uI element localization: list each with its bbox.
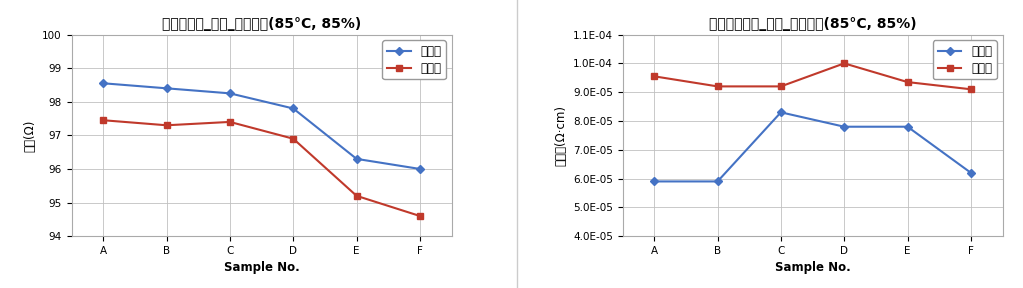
시험전 bbox=[224, 92, 236, 95]
시험후 bbox=[711, 85, 723, 88]
시험후 bbox=[838, 62, 850, 65]
시험후 bbox=[351, 194, 363, 198]
시험전 bbox=[97, 82, 109, 85]
시험전 bbox=[838, 125, 850, 128]
시험후 bbox=[161, 124, 173, 127]
시험전 bbox=[413, 167, 426, 171]
Y-axis label: 비저항(Ω·cm): 비저항(Ω·cm) bbox=[554, 105, 568, 166]
시험후 bbox=[774, 85, 787, 88]
X-axis label: Sample No.: Sample No. bbox=[774, 262, 850, 274]
시험후 bbox=[97, 118, 109, 122]
시험후 bbox=[287, 137, 300, 141]
시험후 bbox=[901, 80, 914, 84]
시험전 bbox=[901, 125, 914, 128]
Line: 시험후: 시험후 bbox=[652, 60, 974, 92]
Y-axis label: 저항(Ω): 저항(Ω) bbox=[24, 119, 37, 151]
시험후 bbox=[224, 120, 236, 124]
Title: 비저항균일도_완품_항온항습(85°C, 85%): 비저항균일도_완품_항온항습(85°C, 85%) bbox=[709, 17, 917, 31]
시험전 bbox=[351, 157, 363, 161]
Legend: 시험전, 시험후: 시험전, 시험후 bbox=[933, 40, 996, 79]
시험후 bbox=[649, 75, 661, 78]
Legend: 시험전, 시험후: 시험전, 시험후 bbox=[383, 40, 446, 79]
시험후 bbox=[413, 214, 426, 218]
시험전 bbox=[287, 107, 300, 110]
시험전 bbox=[965, 171, 977, 175]
Line: 시험전: 시험전 bbox=[100, 81, 422, 172]
Title: 저항균일도_완품_항온항습(85°C, 85%): 저항균일도_완품_항온항습(85°C, 85%) bbox=[162, 17, 361, 31]
시험후 bbox=[965, 88, 977, 91]
X-axis label: Sample No.: Sample No. bbox=[224, 262, 300, 274]
시험전 bbox=[774, 111, 787, 114]
Line: 시험후: 시험후 bbox=[100, 118, 422, 219]
시험전 bbox=[161, 87, 173, 90]
시험전 bbox=[649, 180, 661, 183]
시험전 bbox=[711, 180, 723, 183]
Line: 시험전: 시험전 bbox=[652, 109, 974, 184]
